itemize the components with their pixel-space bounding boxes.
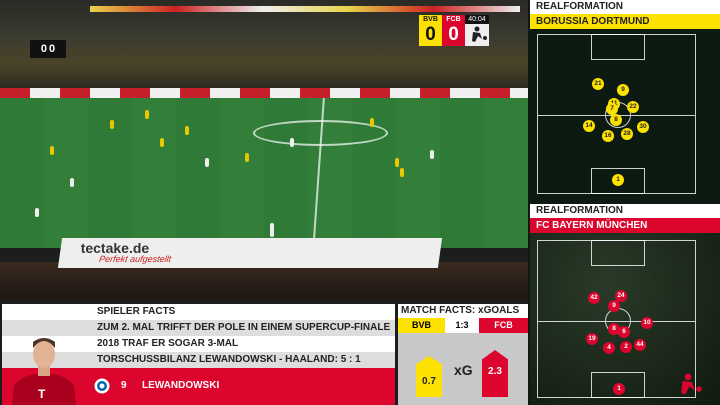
bundesliga-logo-icon — [681, 373, 702, 395]
facts-title: SPIELER FACTS — [2, 304, 395, 320]
home-xg-bar: 0.7 — [416, 356, 442, 397]
formation-bvb-panel: REALFORMATION BORUSSIA DORTMUND 21911722… — [530, 0, 720, 200]
away-team: FCB — [446, 16, 461, 23]
on-pitch-player — [110, 120, 114, 129]
player-photo: T — [12, 338, 76, 405]
player-marker-8: 8 — [610, 114, 622, 126]
player-marker-1: 1 — [612, 174, 624, 186]
xg-final-score: 1:3 — [445, 318, 479, 333]
player-marker-21: 21 — [592, 78, 604, 90]
away-score: 0 — [448, 24, 459, 45]
crowd — [0, 262, 528, 300]
match-facts-title: MATCH FACTS: xGOALS — [398, 304, 528, 318]
on-pitch-player — [160, 138, 164, 147]
fact-2: 2018 TRAF ER SOGAR 3-MAL — [2, 336, 395, 352]
away-xg-bar: 2.3 — [482, 350, 508, 397]
player-marker-8: 8 — [608, 323, 620, 335]
player-marker-22: 22 — [627, 101, 639, 113]
xg-label: xG — [454, 362, 473, 378]
player-name: LEWANDOWSKI — [142, 380, 220, 391]
match-facts-xgoals-panel: MATCH FACTS: xGOALS BVB 1:3 FCB 0.7 xG 2… — [398, 304, 528, 405]
player-marker-7: 7 — [606, 103, 618, 115]
roof-led-band — [90, 6, 520, 12]
on-pitch-player — [290, 138, 294, 147]
on-pitch-player — [70, 178, 74, 187]
on-pitch-player — [245, 153, 249, 162]
fact-3: TORSCHUSSBILANZ LEWANDOWSKI - HAALAND: 5… — [2, 352, 395, 368]
ad-boards — [0, 88, 528, 98]
on-pitch-player — [400, 168, 404, 177]
player-marker-4: 4 — [603, 342, 615, 354]
scoreboard: BVB 0 FCB 0 40:04 — [419, 15, 489, 46]
player-marker-9: 9 — [608, 300, 620, 312]
fc-bayern-crest-icon — [94, 378, 110, 394]
svg-text:T: T — [38, 387, 46, 401]
on-pitch-player — [430, 150, 434, 159]
formation-team-name: BORUSSIA DORTMUND — [530, 14, 720, 29]
on-pitch-player — [270, 223, 274, 232]
on-pitch-player — [270, 228, 274, 237]
formation-pitch: 219117228143016281 — [537, 34, 696, 194]
match-clock: 40:04 — [465, 15, 489, 46]
on-pitch-player — [185, 126, 189, 135]
on-pitch-player — [50, 146, 54, 155]
on-pitch-player — [205, 158, 209, 167]
player-marker-24: 24 — [615, 290, 627, 302]
xg-home-team: BVB — [398, 318, 445, 333]
on-pitch-player — [35, 208, 39, 217]
on-pitch-player — [370, 118, 374, 127]
formation-pitch: 42 24 9 10 8 6 19 4 2 44 1 — [537, 240, 696, 398]
on-pitch-player — [395, 158, 399, 167]
home-team: BVB — [423, 16, 438, 23]
player-marker-19: 19 — [586, 333, 598, 345]
player-marker-44: 44 — [634, 339, 646, 351]
formation-title: REALFORMATION — [530, 204, 720, 218]
player-marker-2: 2 — [620, 341, 632, 353]
player-number: 9 — [121, 380, 127, 391]
player-marker-14: 14 — [583, 120, 595, 132]
formation-team-name: FC BAYERN MÜNCHEN — [530, 218, 720, 233]
xg-away-team: FCB — [479, 318, 528, 333]
player-marker-28: 28 — [621, 128, 633, 140]
on-pitch-player — [145, 110, 149, 119]
sponsor-board: tectake.de Perfekt aufgestellt — [57, 238, 443, 268]
player-marker-1: 1 — [613, 383, 625, 395]
player-marker-10: 10 — [641, 317, 653, 329]
player-marker-30: 30 — [637, 121, 649, 133]
pitch — [0, 98, 528, 248]
player-marker-6: 6 — [618, 326, 630, 338]
player-marker-16: 16 — [602, 130, 614, 142]
spieler-facts-panel: SPIELER FACTS ZUM 2. MAL TRIFFT DER POLE… — [2, 304, 395, 405]
home-score: 0 — [425, 24, 436, 45]
player-marker-9: 9 — [617, 84, 629, 96]
formation-fcb-panel: REALFORMATION FC BAYERN MÜNCHEN 42 24 9 10 8… — [530, 204, 720, 405]
formation-title: REALFORMATION — [530, 0, 720, 14]
player-marker-42: 42 — [588, 292, 600, 304]
bundesliga-logo-icon — [472, 26, 487, 42]
